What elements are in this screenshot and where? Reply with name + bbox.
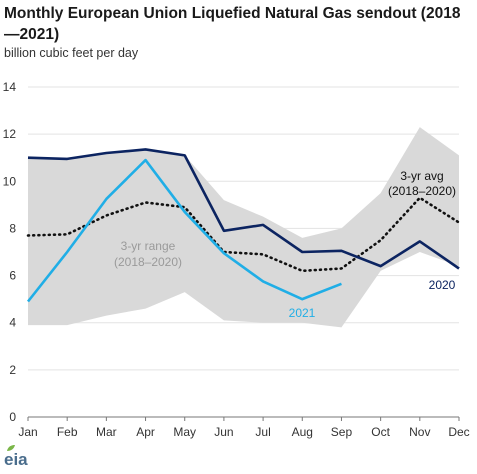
series-label-2020: 2020 — [429, 278, 456, 292]
y-tick-label: 2 — [9, 363, 16, 377]
eia-leaf-icon — [7, 445, 15, 451]
x-tick-label: Jun — [214, 425, 233, 439]
series-line-2020 — [27, 148, 460, 270]
x-tick-label: Mar — [96, 425, 117, 439]
y-tick-label: 0 — [9, 410, 16, 424]
x-tick-label: Jan — [18, 425, 37, 439]
annotations: 3-yr range (2018–2020) 3-yr avg (2018–20… — [114, 169, 456, 320]
x-tick-label: May — [173, 425, 196, 439]
series-label-2021: 2021 — [289, 306, 316, 320]
x-tick-label: Jul — [255, 425, 270, 439]
x-tick-label: Sep — [331, 425, 353, 439]
x-tick-label: Nov — [409, 425, 430, 439]
range-band-label-years: (2018–2020) — [114, 255, 182, 269]
series-line-3yr-avg — [26, 196, 461, 273]
x-tick-label: Aug — [292, 425, 313, 439]
eia-logo: eia — [4, 450, 28, 469]
avg-series-label: 3-yr avg — [400, 169, 443, 183]
series-lines — [26, 148, 461, 303]
series-line-2021 — [26, 158, 342, 303]
y-tick-label: 4 — [9, 316, 16, 330]
y-axis-unit-label: billion cubic feet per day — [4, 46, 139, 60]
y-tick-label: 14 — [3, 80, 17, 94]
y-tick-label: 10 — [3, 174, 17, 188]
x-tick-label: Dec — [448, 425, 469, 439]
x-tick-label: Oct — [371, 425, 390, 439]
x-tick-label: Apr — [136, 425, 155, 439]
avg-series-label-years: (2018–2020) — [388, 184, 456, 198]
x-tick-label: Feb — [57, 425, 78, 439]
y-tick-label: 6 — [9, 269, 16, 283]
y-tick-label: 12 — [3, 127, 17, 141]
axis-layer: 0 2 4 6 8 10 12 14 Jan Feb Mar Apr May Jun Jul Aug Sep Oc… — [3, 80, 470, 439]
range-band-label: 3-yr range — [121, 239, 176, 253]
chart-title: Monthly European Union Liquefied Natural… — [4, 5, 461, 43]
y-tick-label: 8 — [9, 221, 16, 235]
